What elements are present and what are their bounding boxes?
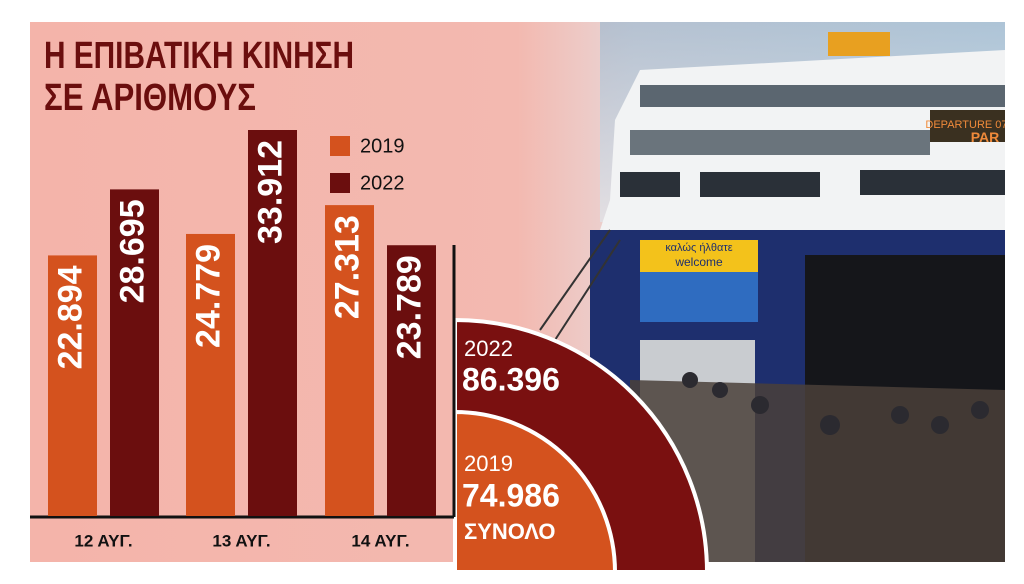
board-text: DEPARTURE 07: [925,119,1010,131]
legend-label: 2022 [360,172,405,194]
sign-text: καλώς ήλθατε [665,242,732,254]
value-label: 28.695 [113,199,151,303]
bar [325,205,374,516]
total-value: 74.986 [462,477,560,513]
bar [48,255,97,516]
x-tick-label: 13 ΑΥΓ. [212,531,270,550]
chart-title: Η ΕΠΙΒΑΤΙΚΗ ΚΙΝΗΣΗ [44,35,354,77]
x-tick-label: 12 ΑΥΓ. [74,531,132,550]
chart-title: ΣΕ ΑΡΙΘΜΟΥΣ [44,77,256,119]
bar [387,245,436,516]
bar-chart: Η ΕΠΙΒΑΤΙΚΗ ΚΙΝΗΣΗ ΣΕ ΑΡΙΘΜΟΥΣ 22.894 24.… [30,35,456,550]
sign-text: welcome [674,255,723,269]
total-year: 2022 [464,336,513,361]
total-value: 86.396 [462,361,560,397]
value-label: 27.313 [328,215,366,319]
bar [110,189,159,516]
bar [248,130,297,516]
value-label: 23.789 [390,255,428,359]
board-text: PAR [971,129,1000,145]
total-label: ΣΥΝΟΛΟ [464,519,555,544]
total-year: 2019 [464,451,513,476]
value-label: 33.912 [251,140,289,244]
value-label: 24.779 [189,244,227,348]
value-label: 22.894 [51,265,89,369]
x-tick-label: 14 ΑΥΓ. [351,531,409,550]
legend-swatch [330,136,350,156]
total-arc [453,409,618,574]
bar [186,233,235,516]
legend-label: 2019 [360,135,405,157]
legend-swatch [330,173,350,193]
